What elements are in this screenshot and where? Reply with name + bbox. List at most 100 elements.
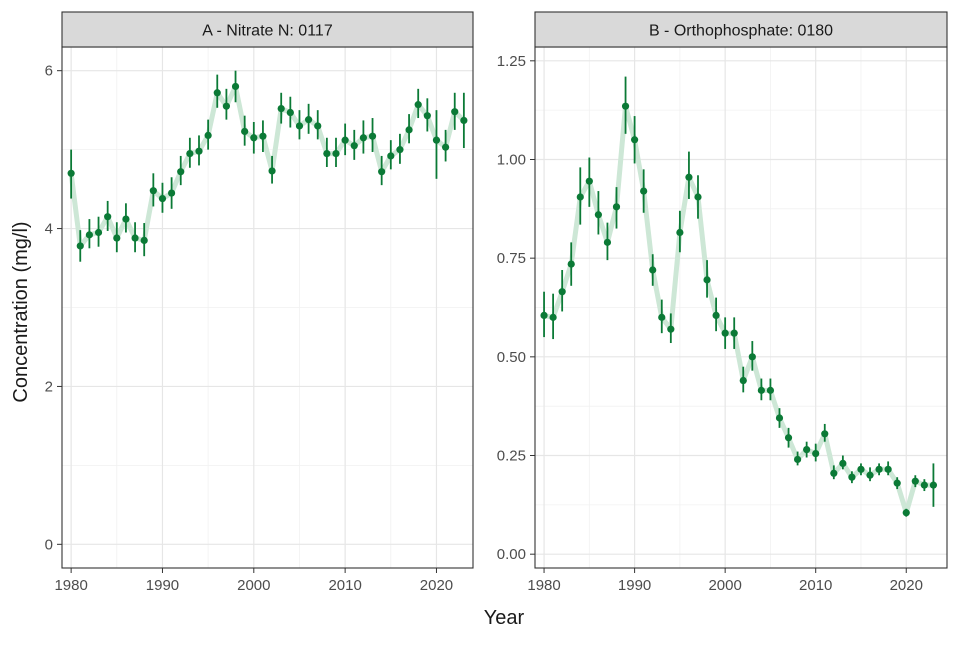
facet-title: A - Nitrate N: 0117 — [202, 23, 333, 40]
data-point — [929, 481, 938, 489]
data-point — [558, 288, 566, 296]
data-point — [911, 477, 919, 485]
data-point — [104, 213, 112, 221]
data-point — [712, 311, 720, 319]
data-point — [803, 445, 811, 454]
data-point — [658, 313, 666, 321]
facet-title: B - Orthophosphate: 0180 — [649, 23, 833, 40]
data-point — [902, 509, 910, 517]
data-point — [350, 142, 358, 150]
data-point — [631, 136, 639, 144]
y-tick-label: 1.25 — [497, 53, 526, 70]
data-point — [757, 386, 765, 394]
data-point — [866, 471, 874, 479]
data-point — [76, 242, 84, 250]
data-point — [676, 228, 684, 237]
data-point — [730, 329, 738, 337]
x-tick-label: 2000 — [237, 577, 270, 594]
x-tick-label: 2010 — [799, 577, 832, 594]
facet-strip — [534, 11, 948, 48]
data-point — [131, 234, 139, 242]
data-point — [186, 149, 194, 158]
data-point — [766, 386, 775, 394]
data-point — [140, 236, 148, 245]
x-tick-label: 2020 — [420, 577, 453, 594]
data-point — [640, 187, 648, 195]
data-point — [594, 211, 602, 219]
y-tick-label: 0 — [45, 536, 53, 553]
data-point — [667, 325, 675, 333]
data-point — [396, 146, 404, 154]
data-point — [848, 473, 856, 481]
y-tick-label: 1.00 — [497, 151, 526, 168]
data-point — [332, 149, 340, 158]
data-point — [920, 481, 928, 489]
data-point — [323, 149, 331, 158]
data-point — [195, 147, 203, 155]
data-point — [305, 116, 313, 124]
data-point — [295, 122, 304, 130]
facet-strip — [61, 11, 474, 48]
data-point — [839, 459, 847, 468]
data-point — [177, 168, 185, 176]
y-tick-label: 0.00 — [497, 546, 526, 563]
data-point — [241, 127, 249, 136]
data-point — [857, 465, 865, 473]
y-tick-label: 2 — [45, 378, 53, 395]
data-point — [442, 143, 450, 151]
panel-a: A - Nitrate N: 0117 1980 1990 2000 2010 2020 0… — [45, 11, 474, 594]
data-point — [821, 430, 829, 438]
data-point — [204, 131, 212, 140]
data-point — [875, 465, 883, 473]
data-point — [277, 104, 285, 113]
y-tick-label: 0.50 — [497, 349, 526, 366]
data-point — [460, 116, 468, 125]
data-point — [414, 101, 422, 109]
data-point — [268, 167, 276, 175]
data-point — [222, 102, 230, 110]
data-point — [314, 122, 322, 130]
data-point — [250, 134, 258, 142]
data-point — [621, 102, 630, 110]
data-point — [368, 132, 377, 140]
data-point — [378, 168, 386, 176]
y-tick-label: 0.75 — [497, 250, 526, 267]
x-tick-label: 1990 — [146, 577, 179, 594]
data-point — [549, 313, 557, 321]
x-tick-label: 2020 — [890, 577, 923, 594]
data-point — [721, 329, 729, 337]
data-point — [784, 434, 793, 442]
data-point — [85, 231, 93, 239]
data-point — [884, 465, 892, 473]
data-point — [567, 260, 575, 268]
data-point — [793, 455, 802, 464]
data-point — [94, 228, 103, 237]
data-point — [612, 203, 621, 211]
data-point — [775, 414, 784, 422]
x-tick-label: 2000 — [708, 577, 741, 594]
x-tick-label: 1980 — [527, 577, 560, 594]
x-tick-label: 1990 — [618, 577, 651, 594]
data-point — [576, 193, 584, 201]
y-tick-label: 0.25 — [497, 448, 526, 465]
data-point — [67, 169, 75, 177]
data-point — [168, 189, 176, 197]
data-point — [122, 215, 130, 223]
panel-b: B - Orthophosphate: 0180 1980 1990 2000 2010… — [497, 11, 948, 594]
data-point — [432, 136, 441, 144]
data-point — [405, 126, 413, 134]
data-point — [603, 238, 612, 246]
x-axis-label: Year — [484, 607, 525, 629]
data-point — [694, 193, 702, 201]
data-point — [423, 112, 431, 120]
data-point — [451, 108, 459, 116]
data-point — [739, 376, 747, 385]
data-point — [387, 152, 395, 160]
data-point — [231, 82, 240, 91]
x-tick-label: 1980 — [54, 577, 87, 594]
data-point — [149, 187, 157, 195]
x-tick-label: 2010 — [328, 577, 361, 594]
data-point — [830, 469, 838, 477]
